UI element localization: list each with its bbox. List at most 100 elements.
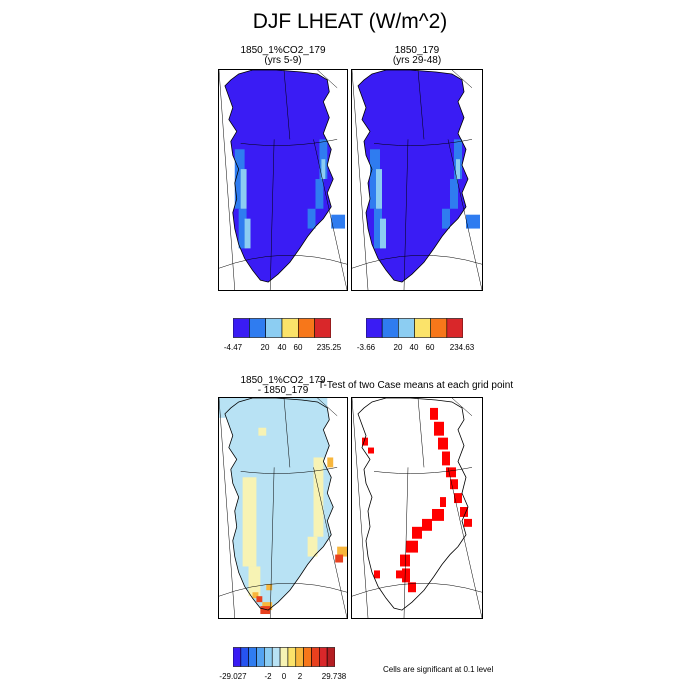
panel-title-line2: (yrs 29-48) [392,55,442,66]
graticule-line [317,70,338,89]
graticule-line [219,398,235,618]
colorbar-swatch [240,647,249,667]
panel-title-line1: 1850_1%CO2_179 [240,45,326,56]
panel-title-top-left: 1850_1%CO2_179 (yrs 5-9) [218,46,348,66]
figure-title: DJF LHEAT (W/m^2) [252,10,448,33]
grid-cell [412,526,422,539]
grid-cell [434,421,444,436]
graticule-line [447,467,482,618]
grid-cell [446,467,456,478]
grid-cell [464,518,472,527]
colorbar-label: 60 [425,343,435,352]
graticule-line [219,583,347,597]
graticule-line [313,467,347,618]
grid-cell [234,149,245,209]
colorbar-label: 20 [260,343,270,352]
colorbar-swatch [430,318,448,338]
grid-cell [450,179,458,209]
colorbar-bottom [232,647,336,667]
colorbar-swatch [287,647,297,667]
graticule-line [240,139,338,146]
colorbar-swatch [319,647,328,667]
grid-cell [454,493,462,504]
grid-cell [321,159,326,180]
graticule-line [317,398,338,417]
grid-cell [442,208,450,229]
colorbar-swatch [232,318,250,338]
grid-cell [406,540,418,553]
grid-cell [430,407,438,420]
grid-cell [319,139,328,180]
grid-cell [370,149,380,209]
significance-note: Cells are significant at 0.1 level [383,665,494,674]
grid-cell [335,554,344,563]
grid-cell [331,214,346,229]
graticule-line [451,398,473,417]
grid-cell [252,592,259,599]
colorbar-label-min: -4.47 [223,343,243,352]
grid-cell [438,437,448,450]
graticule-line [313,139,347,290]
map-panel-bottom-left [218,397,348,619]
colorbar-swatch [264,647,273,667]
colorbar-swatch [249,318,266,338]
colorbar-swatch [298,318,315,338]
panel-title-line2: (yrs 5-9) [264,55,302,66]
grid-cell [374,570,380,579]
grid-cell [460,507,468,517]
graticule-line [283,70,291,140]
panel-title-line2: - 1850_179 [257,385,309,396]
grid-cell [327,457,334,468]
coastline [224,70,334,283]
graticule-line [417,398,425,468]
grid-cell [240,169,247,209]
grid-cell [422,518,432,531]
coastline [357,70,469,283]
grid-cell [362,437,368,446]
graticule-line [447,139,482,290]
grid-cell [402,568,410,583]
graticule-line [403,467,409,618]
grid-cell [450,479,458,490]
colorbar-label-max: 234.63 [449,343,475,352]
grid-cell [307,536,318,557]
map-panel-top-left [218,69,348,291]
grid-cell [374,208,382,249]
grid-cell [380,218,386,249]
panel-title-bottom-left: 1850_1%CO2_179 - 1850_179 [218,376,348,396]
graticule-line [373,467,473,474]
colorbar-swatch [314,318,332,338]
grid-cell [376,169,382,209]
graticule-line [373,139,473,146]
grid-cell [408,582,416,593]
graticule-line [352,583,482,597]
grid-cell [442,451,450,466]
colorbar-swatch [398,318,415,338]
grid-cell [440,497,446,508]
grid-cell [337,546,347,557]
graticule-line [417,70,425,140]
colorbar-swatch [256,647,265,667]
colorbar-swatch [248,647,257,667]
coastline [224,398,334,611]
panel-title-top-right: 1850_179 (yrs 29-48) [351,46,483,66]
map-panel-top-right [351,69,483,291]
colorbar-top-left [232,318,332,338]
panel-title-line1: 1850_1%CO2_179 [240,375,326,386]
colorbar-swatch [326,647,336,667]
graticule-line [451,70,473,89]
graticule-line [352,70,369,290]
graticule-line [283,398,291,468]
grid-cell [454,139,462,180]
coastline [357,398,469,611]
grid-cell [432,508,444,521]
panel-title-bottom-right: T-Test of two Case means at each grid po… [318,380,514,391]
graticule-line [269,139,275,290]
colorbar-top-right [365,318,464,338]
colorbar-label: 40 [409,343,419,352]
grid-cell [266,584,273,591]
field-fill [224,70,334,283]
graticule-line [240,467,338,474]
grid-cell [242,477,257,567]
colorbar-swatch [265,318,283,338]
